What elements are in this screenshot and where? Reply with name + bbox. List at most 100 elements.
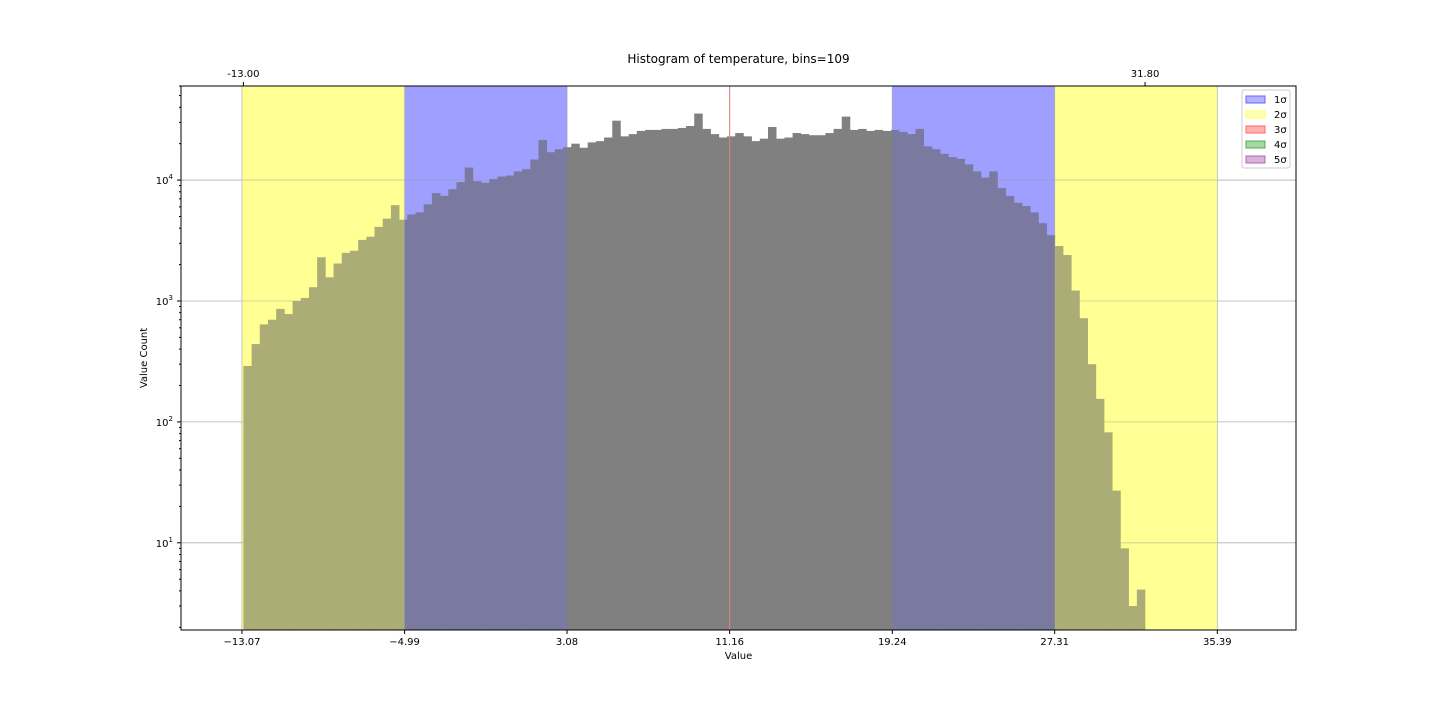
histogram-bar — [694, 113, 703, 631]
legend-swatch — [1245, 95, 1266, 104]
histogram-bar — [571, 143, 580, 630]
x-tick-label: −13.07 — [223, 637, 260, 648]
histogram-bar — [677, 127, 687, 630]
chart-title: Histogram of temperature, bins=109 — [627, 52, 849, 66]
overlay — [241, 86, 1218, 630]
histogram-bar — [464, 167, 474, 630]
histogram-bar — [702, 128, 711, 631]
y-tick-label: 104 — [156, 173, 174, 187]
histogram-bar — [661, 128, 670, 631]
histogram-bar — [907, 134, 916, 630]
histogram-bar — [497, 176, 506, 630]
histogram-bar — [349, 250, 359, 630]
histogram-bar — [1005, 195, 1015, 630]
histogram-bar — [366, 236, 375, 630]
histogram-bar — [325, 277, 334, 630]
x-tick-label: 35.39 — [1203, 637, 1232, 648]
histogram-bar — [997, 188, 1007, 631]
legend-swatch — [1245, 155, 1266, 164]
x-tick-label: 11.16 — [715, 637, 744, 648]
legend-label: 2σ — [1274, 110, 1287, 121]
histogram-bar — [940, 153, 949, 630]
histogram-bar — [554, 149, 564, 630]
histogram-bar — [595, 141, 605, 630]
histogram-bar — [1013, 202, 1023, 631]
x-tick-label: 19.24 — [878, 637, 907, 648]
histogram-bar — [612, 120, 621, 630]
legend-label: 5σ — [1274, 155, 1287, 166]
histogram-bar — [899, 131, 908, 630]
histogram-bar — [981, 177, 990, 630]
histogram-bar — [784, 137, 793, 631]
sigma1-overlay-left — [404, 86, 568, 630]
histogram-bar — [1136, 589, 1146, 630]
histogram-bar — [1112, 490, 1121, 630]
histogram-bar — [874, 129, 884, 631]
x-axis-label: Value — [725, 651, 752, 662]
x-tick-label: −4.99 — [389, 637, 420, 648]
top-tick-label: 31.80 — [1131, 69, 1160, 80]
histogram-bar — [587, 142, 597, 630]
histogram-bar — [849, 129, 859, 631]
histogram-bar — [538, 139, 547, 631]
y-axis-label: Value Count — [139, 328, 150, 388]
histogram-bar — [399, 219, 408, 630]
legend-label: 4σ — [1274, 140, 1287, 151]
histogram-bar — [1087, 364, 1097, 630]
histogram-bar — [972, 171, 982, 630]
histogram-bar — [923, 146, 933, 631]
histogram-bar — [522, 169, 531, 630]
histogram-bar — [440, 195, 449, 630]
histogram-bar — [1054, 245, 1064, 631]
histogram-bar — [653, 129, 662, 631]
histogram-bar — [251, 344, 261, 630]
histogram-bar — [743, 136, 752, 630]
sigma2-overlay-right — [1054, 86, 1218, 630]
histogram-bar — [472, 181, 482, 630]
histogram-bar — [1022, 206, 1031, 630]
histogram-bar — [505, 175, 515, 630]
histogram-bar — [374, 226, 384, 630]
legend-label: 1σ — [1274, 95, 1287, 106]
histogram-bar — [989, 171, 998, 630]
histogram-bar — [792, 133, 802, 630]
histogram-bar — [579, 147, 588, 630]
legend-swatch — [1245, 110, 1266, 119]
histogram-bar — [636, 130, 646, 630]
histogram-bar — [267, 319, 277, 630]
histogram-bar — [259, 324, 269, 630]
histogram-bar — [456, 182, 466, 630]
histogram-bar — [1038, 223, 1047, 631]
histogram-bar — [1030, 212, 1039, 630]
histogram-bar — [735, 133, 744, 630]
x-tick-label: 3.08 — [556, 637, 578, 648]
histogram-bar — [382, 218, 392, 630]
histogram-bar — [948, 157, 957, 630]
histogram-bar — [833, 128, 843, 631]
histogram-bar — [1120, 548, 1129, 630]
top-tick-label: -13.00 — [227, 69, 259, 80]
legend-swatch — [1245, 125, 1266, 134]
histogram-bar — [431, 193, 441, 631]
histogram-bar — [686, 126, 695, 630]
histogram-bar — [825, 133, 834, 630]
histogram-bar — [604, 137, 613, 631]
histogram-bar — [890, 129, 900, 631]
histogram-bar — [1063, 255, 1072, 630]
legend-swatch — [1245, 140, 1266, 149]
histogram-bar — [415, 212, 425, 630]
y-tick-label: 101 — [156, 536, 173, 550]
histogram-bar — [1046, 235, 1056, 631]
histogram-bars — [243, 113, 1146, 631]
histogram-bar — [563, 147, 572, 631]
histogram-bar — [620, 136, 629, 630]
histogram-bar — [390, 205, 400, 630]
histogram-bar — [628, 134, 638, 630]
y-tick-label: 102 — [156, 415, 173, 429]
histogram-bar — [292, 300, 302, 630]
histogram-bar — [817, 135, 826, 630]
y-tick-label: 103 — [156, 294, 173, 308]
histogram-bar — [759, 138, 769, 630]
legend: 1σ 2σ 3σ 4σ 5σ — [1241, 89, 1291, 169]
